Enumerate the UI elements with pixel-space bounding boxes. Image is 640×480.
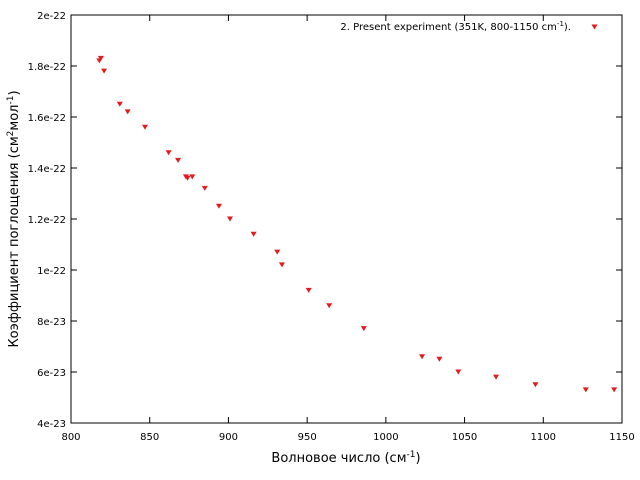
data-point [227, 216, 234, 222]
y-tick-label: 1.4e-22 [28, 164, 66, 175]
x-axis-label: Волновое число (см-1) [271, 450, 420, 466]
y-tick-label: 1e-22 [37, 266, 66, 277]
data-point [326, 303, 333, 309]
data-point [360, 326, 367, 332]
data-point [532, 382, 539, 388]
y-tick-label: 2e-22 [37, 11, 66, 22]
legend-marker [591, 24, 598, 30]
data-point [165, 150, 172, 156]
x-tick-label: 950 [298, 432, 317, 443]
x-tick-label: 850 [140, 432, 159, 443]
y-tick-label: 4e-23 [37, 419, 66, 430]
data-point [201, 185, 208, 191]
data-point [455, 369, 462, 375]
data-point [116, 101, 123, 107]
plot-frame [70, 14, 623, 424]
data-point [274, 249, 281, 255]
data-point [215, 203, 222, 209]
data-point [184, 175, 191, 181]
data-point [189, 174, 196, 180]
data-point [175, 157, 182, 163]
data-point [250, 231, 257, 237]
data-point [141, 124, 148, 130]
data-point [305, 287, 312, 293]
x-tick-label: 1150 [609, 432, 634, 443]
y-tick-label: 6e-23 [37, 368, 66, 379]
legend: 2. Present experiment (351K, 800-1150 cm… [340, 20, 598, 33]
data-point [278, 262, 285, 268]
axis-ticks [70, 14, 623, 424]
x-tick-label: 900 [219, 432, 238, 443]
y-tick-label: 1.8e-22 [28, 62, 66, 73]
x-tick-label: 1000 [373, 432, 398, 443]
data-point [101, 68, 108, 74]
data-point [493, 374, 500, 380]
y-tick-label: 8e-23 [37, 317, 66, 328]
data-points [96, 55, 618, 393]
x-tick-label: 1050 [452, 432, 477, 443]
data-point [419, 354, 426, 360]
y-tick-label: 1.6e-22 [28, 113, 66, 124]
y-axis-label: Коэффициент поглощения (см2мол-1) [6, 90, 22, 347]
data-point [436, 356, 443, 362]
x-tick-label: 1100 [531, 432, 556, 443]
data-point [97, 55, 104, 61]
x-tick-labels: 800 850 900 950 1000 1050 1100 1150 [61, 432, 634, 443]
x-tick-label: 800 [61, 432, 80, 443]
data-point [611, 387, 618, 393]
y-tick-label: 1.2e-22 [28, 215, 66, 226]
data-point [124, 109, 131, 115]
legend-entry-label: 2. Present experiment (351K, 800-1150 cm… [340, 20, 571, 33]
data-point [582, 387, 589, 393]
y-tick-labels: 4e-23 6e-23 8e-23 1e-22 1.2e-22 1.4e-22 1.6e-2… [28, 11, 66, 430]
